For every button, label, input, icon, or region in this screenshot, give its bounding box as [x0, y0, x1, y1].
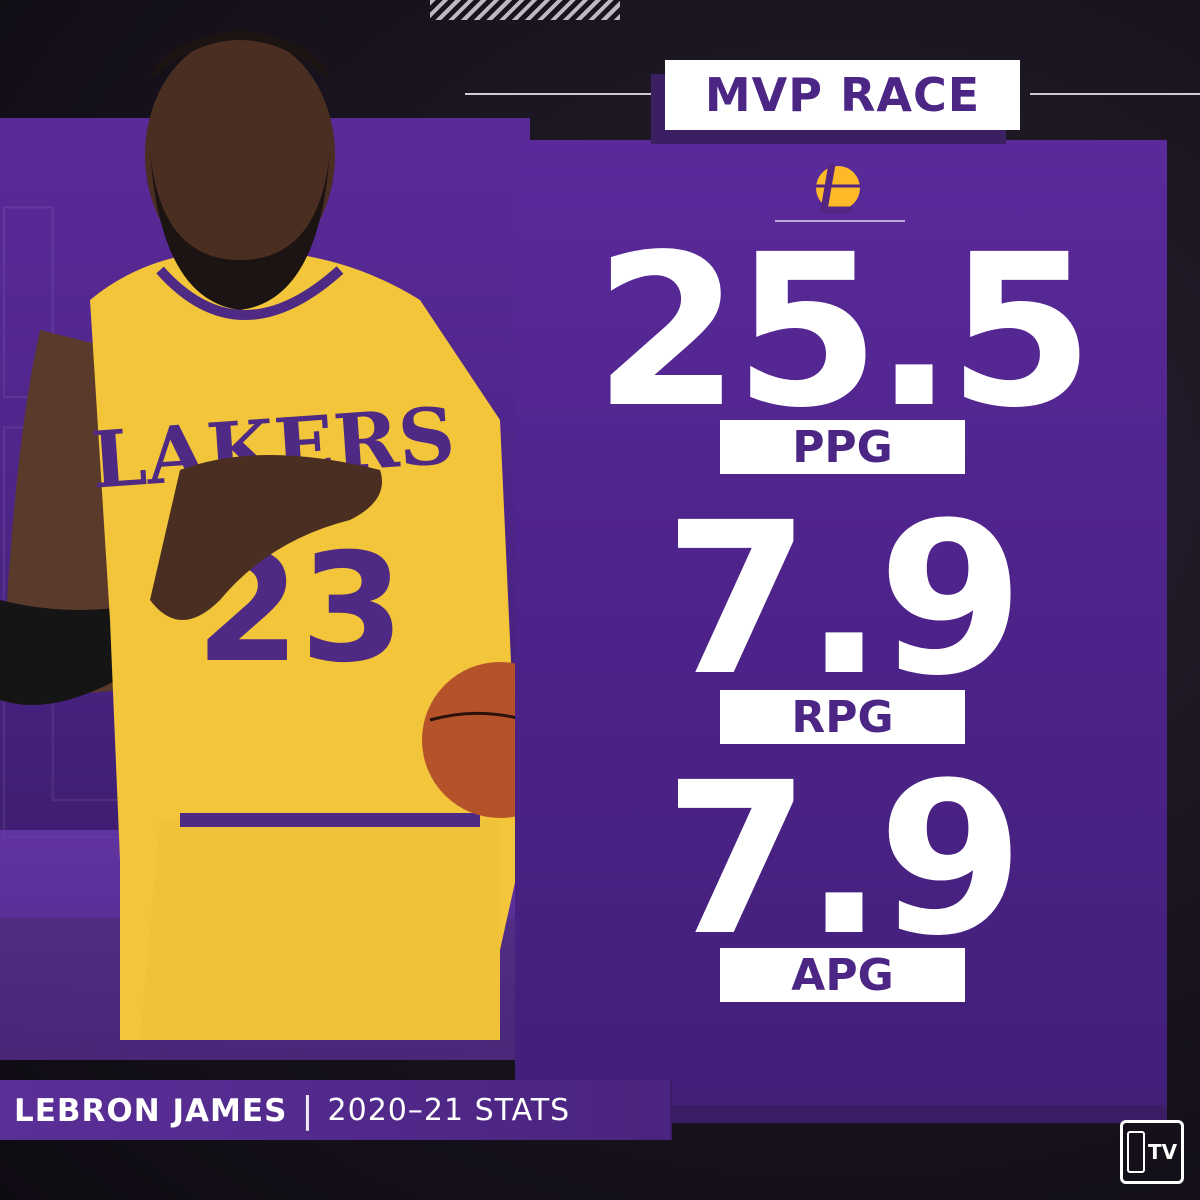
page-title: MVP RACE — [704, 68, 981, 122]
caption-separator: | — [301, 1090, 314, 1131]
stat-label-apg: APG — [791, 949, 894, 1001]
stat-label-rpg: RPG — [791, 691, 894, 743]
logo-divider — [775, 220, 905, 222]
stats-panel-shadow — [545, 1105, 1167, 1123]
stat-value-apg: 7.9 — [663, 737, 1024, 982]
decorative-rule-left — [465, 93, 655, 95]
season-label: 2020–21 STATS — [327, 1093, 571, 1128]
stat-label-ppg: PPG — [792, 421, 893, 473]
player-photo: LAKERS 23 — [0, 30, 525, 1040]
decorative-rule-right — [1030, 93, 1200, 95]
decorative-hatch — [430, 0, 620, 20]
nba-logoman-icon — [1126, 1131, 1145, 1173]
stat-label-box-rpg: RPG — [720, 690, 965, 744]
nba-tv-text: TV — [1147, 1140, 1178, 1164]
lakers-logo-icon — [816, 163, 860, 214]
nba-tv-logo-icon: TV — [1120, 1120, 1184, 1184]
stat-label-box-ppg: PPG — [720, 420, 965, 474]
stat-value-rpg: 7.9 — [663, 477, 1024, 722]
name-bar — [0, 1080, 670, 1140]
stats-panel — [515, 140, 1167, 1105]
stat-label-box-apg: APG — [720, 948, 965, 1002]
player-name: LEBRON JAMES — [14, 1092, 288, 1129]
stat-value-ppg: 25.5 — [593, 209, 1094, 454]
player-caption: LEBRON JAMES | 2020–21 STATS — [14, 1090, 570, 1131]
title-banner: MVP RACE — [665, 60, 1020, 130]
